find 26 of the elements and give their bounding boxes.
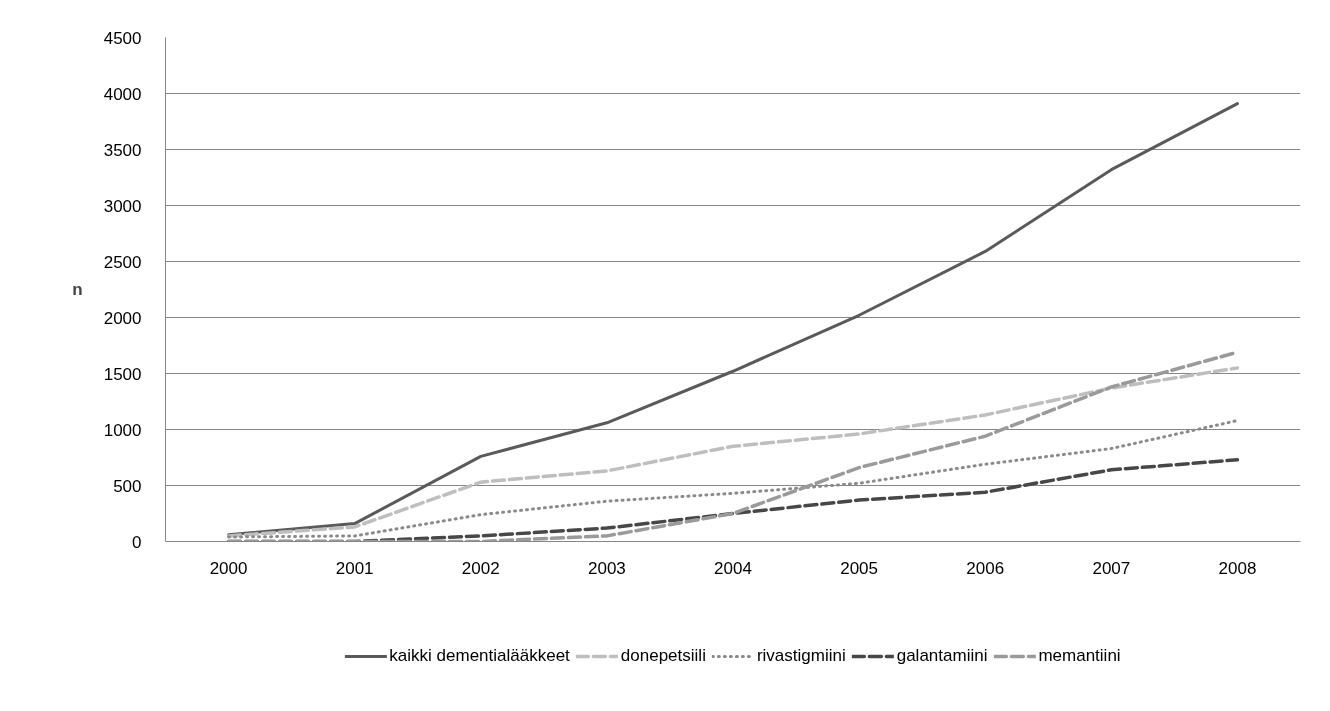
x-tick-label: 2001 [335,558,374,578]
x-tick-label: 2004 [714,558,752,578]
y-axis-title: n [72,280,83,299]
x-tick-label: 2007 [1092,558,1131,578]
x-tick-label: 2005 [840,558,879,578]
y-tick-label: 1500 [103,364,142,384]
y-tick-label: 0 [132,532,142,552]
x-tick-label: 2002 [461,558,500,578]
x-tick-label: 2006 [966,558,1005,578]
y-tick-label: 1000 [103,420,142,440]
legend-label: donepetsiili [620,645,706,666]
y-tick-label: 2000 [103,308,142,328]
y-tick-label: 4000 [103,84,142,104]
legend-label: kaikki dementialääkkeet [389,645,570,666]
y-tick-label: 500 [113,476,142,496]
y-tick-label: 3500 [103,140,142,160]
line-series [227,102,1239,537]
x-tick-label: 2008 [1218,558,1257,578]
x-tick-label: 2000 [209,558,248,578]
y-tick-label: 2500 [103,252,142,272]
x-tick-label: 2003 [587,558,626,578]
legend-label: galantamiini [896,645,988,666]
y-tick-label: 4500 [103,28,142,48]
y-tick-label: 3000 [103,196,142,216]
legend-label: memantiini [1038,645,1121,666]
legend-label: rivastigmiini [756,645,846,666]
